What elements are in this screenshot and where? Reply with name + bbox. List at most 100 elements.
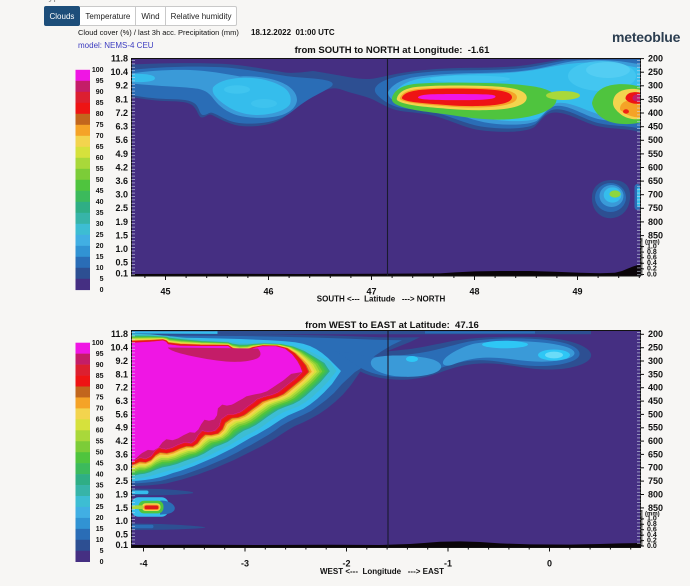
svg-text:90: 90: [96, 89, 104, 96]
svg-text:2.5: 2.5: [115, 203, 128, 213]
svg-text:0: 0: [547, 559, 552, 569]
svg-text:1.9: 1.9: [115, 489, 128, 499]
svg-text:95: 95: [96, 78, 104, 85]
svg-text:1.9: 1.9: [115, 217, 128, 227]
svg-text:1.0: 1.0: [647, 243, 657, 250]
svg-text:0.0: 0.0: [647, 543, 657, 550]
svg-text:5: 5: [100, 276, 104, 283]
svg-text:400: 400: [648, 108, 663, 118]
svg-text:48: 48: [469, 286, 479, 296]
svg-text:70: 70: [96, 133, 104, 140]
svg-text:450: 450: [648, 396, 663, 406]
svg-text:70: 70: [96, 406, 104, 413]
svg-text:4.9: 4.9: [115, 423, 128, 433]
svg-text:300: 300: [648, 356, 663, 366]
svg-text:10.4: 10.4: [110, 67, 128, 77]
svg-text:650: 650: [648, 176, 663, 186]
svg-text:65: 65: [96, 144, 104, 151]
svg-text:650: 650: [648, 449, 663, 459]
svg-text:45: 45: [96, 188, 104, 195]
svg-text:from WEST to EAST at Latitude:: from WEST to EAST at Latitude: 47.16: [305, 320, 479, 331]
svg-text:0.8: 0.8: [647, 521, 657, 528]
svg-text:9.2: 9.2: [115, 356, 128, 366]
svg-text:550: 550: [648, 149, 663, 159]
svg-text:100: 100: [92, 340, 104, 347]
svg-text:20: 20: [96, 243, 104, 250]
svg-text:4.9: 4.9: [115, 149, 128, 159]
svg-text:85: 85: [96, 100, 104, 107]
svg-text:350: 350: [648, 94, 663, 104]
svg-text:SOUTH <--- Latitude ---> NO: SOUTH <--- Latitude ---> NORTH: [317, 295, 446, 304]
svg-text:850: 850: [648, 503, 663, 513]
svg-text:20: 20: [96, 515, 104, 522]
svg-text:50: 50: [96, 177, 104, 184]
svg-text:6.3: 6.3: [115, 122, 128, 132]
svg-text:3.0: 3.0: [115, 190, 128, 200]
svg-text:1.0: 1.0: [115, 244, 128, 254]
svg-text:40: 40: [96, 199, 104, 206]
svg-text:500: 500: [648, 135, 663, 145]
svg-text:15: 15: [96, 254, 104, 261]
svg-text:-4: -4: [139, 559, 147, 569]
svg-text:700: 700: [648, 463, 663, 473]
svg-text:0.8: 0.8: [647, 249, 657, 256]
svg-text:from SOUTH to NORTH at Longitu: from SOUTH to NORTH at Longitude: -1.61: [295, 45, 490, 56]
svg-text:0: 0: [100, 559, 104, 566]
svg-text:45: 45: [160, 286, 170, 296]
svg-text:1.0: 1.0: [647, 516, 657, 523]
svg-text:350: 350: [648, 369, 663, 379]
svg-text:1.5: 1.5: [115, 503, 128, 513]
svg-text:0.4: 0.4: [647, 532, 657, 539]
svg-text:0.0: 0.0: [647, 271, 657, 278]
svg-text:3.0: 3.0: [115, 463, 128, 473]
svg-text:30: 30: [96, 221, 104, 228]
svg-text:850: 850: [648, 230, 663, 240]
svg-text:0.6: 0.6: [647, 255, 657, 262]
svg-text:35: 35: [96, 210, 104, 217]
svg-text:10: 10: [96, 537, 104, 544]
svg-text:35: 35: [96, 482, 104, 489]
svg-text:15: 15: [96, 526, 104, 533]
svg-text:3.6: 3.6: [115, 176, 128, 186]
svg-text:65: 65: [96, 417, 104, 424]
svg-text:0.5: 0.5: [115, 529, 128, 539]
svg-text:9.2: 9.2: [115, 81, 128, 91]
svg-text:100: 100: [92, 67, 104, 74]
svg-text:750: 750: [648, 476, 663, 486]
svg-text:30: 30: [96, 493, 104, 500]
svg-text:-3: -3: [241, 559, 249, 569]
svg-text:5.6: 5.6: [115, 135, 128, 145]
svg-text:40: 40: [96, 471, 104, 478]
svg-text:47: 47: [366, 286, 376, 296]
svg-text:11.8: 11.8: [111, 329, 128, 339]
svg-text:600: 600: [648, 436, 663, 446]
svg-text:80: 80: [96, 384, 104, 391]
svg-text:4.2: 4.2: [115, 436, 128, 446]
svg-text:2.5: 2.5: [115, 476, 128, 486]
svg-text:11.8: 11.8: [111, 53, 128, 63]
svg-text:85: 85: [96, 373, 104, 380]
svg-text:-2: -2: [342, 559, 350, 569]
svg-text:55: 55: [96, 439, 104, 446]
svg-text:0.5: 0.5: [115, 258, 128, 268]
svg-text:7.2: 7.2: [115, 383, 128, 393]
svg-text:3.6: 3.6: [115, 449, 128, 459]
svg-text:4.2: 4.2: [115, 162, 128, 172]
svg-text:60: 60: [96, 428, 104, 435]
svg-text:6.3: 6.3: [115, 396, 128, 406]
svg-text:50: 50: [96, 450, 104, 457]
svg-text:800: 800: [648, 489, 663, 499]
svg-text:0.2: 0.2: [647, 266, 657, 273]
svg-text:95: 95: [96, 351, 104, 358]
svg-text:75: 75: [96, 122, 104, 129]
svg-text:7.2: 7.2: [115, 108, 128, 118]
svg-text:5: 5: [100, 548, 104, 555]
svg-text:45: 45: [96, 460, 104, 467]
svg-text:550: 550: [648, 423, 663, 433]
svg-text:8.1: 8.1: [115, 369, 128, 379]
svg-text:300: 300: [648, 81, 663, 91]
svg-text:49: 49: [572, 286, 582, 296]
svg-text:0.1: 0.1: [115, 540, 128, 550]
svg-text:750: 750: [648, 203, 663, 213]
svg-text:200: 200: [648, 53, 663, 63]
